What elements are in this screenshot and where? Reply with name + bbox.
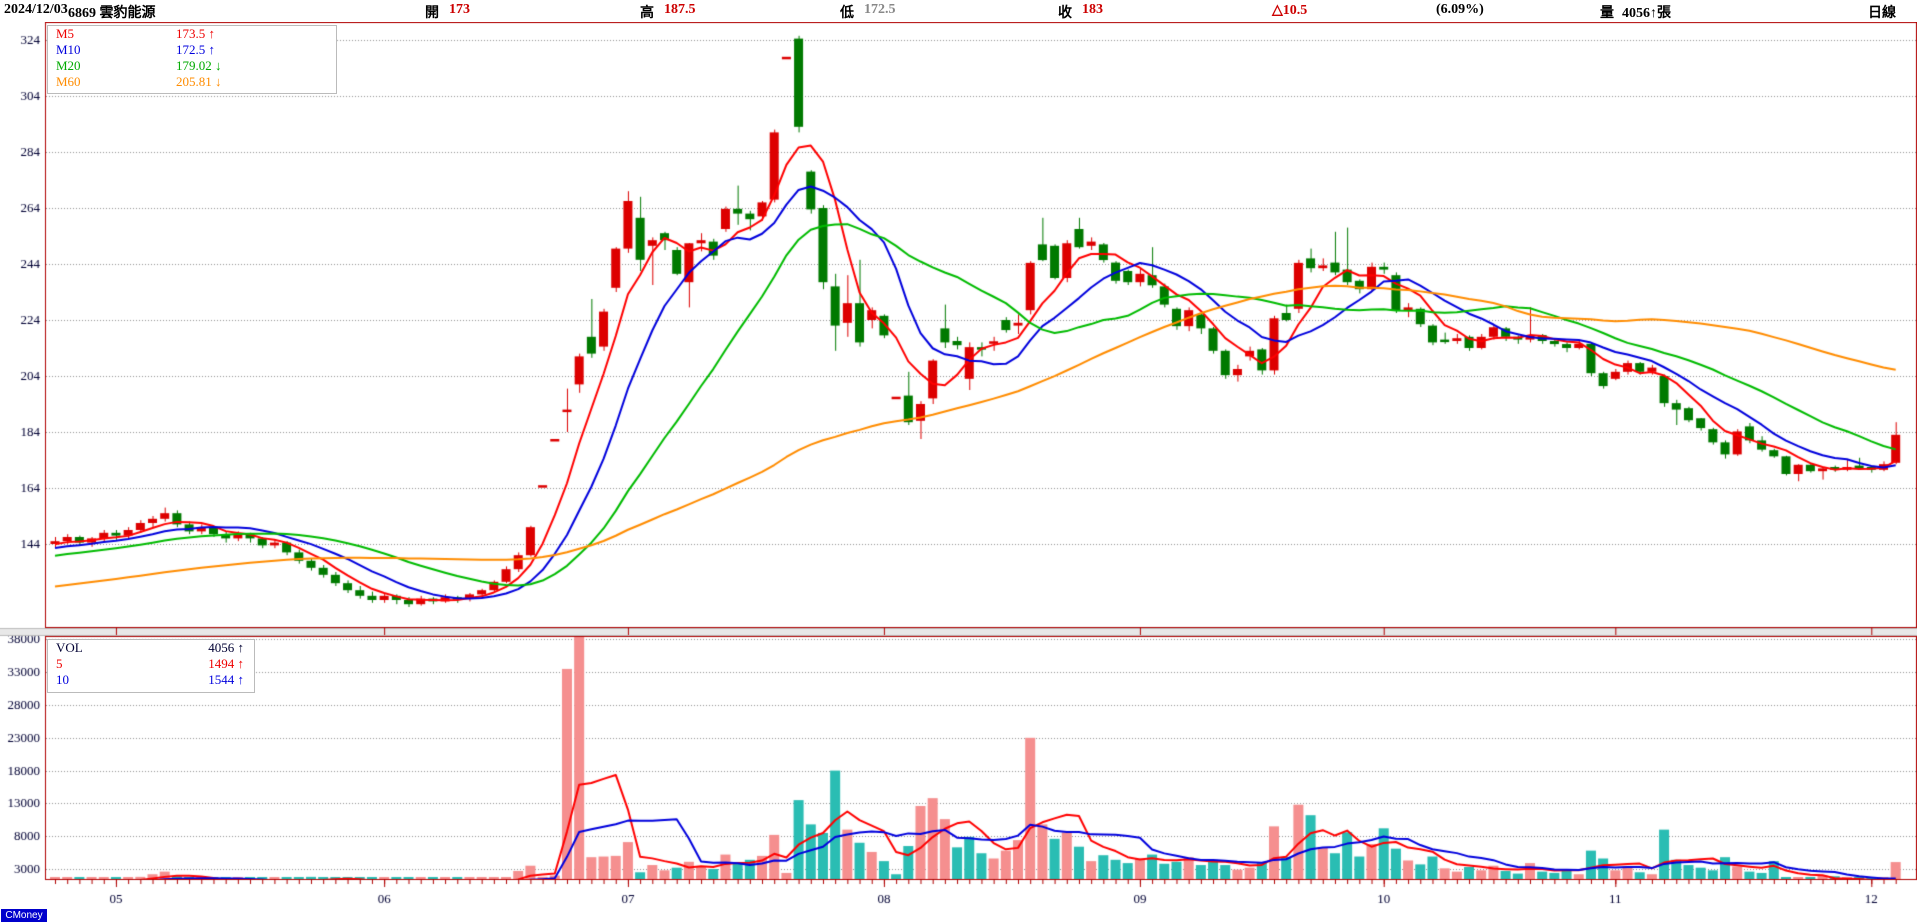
vol-legend-row: VOL 4056 ↑ xyxy=(48,640,254,656)
vol-legend-value: 1544 ↑ xyxy=(208,672,244,687)
ma-legend-value: 205.81 ↓ xyxy=(176,74,222,89)
high-label: 高 xyxy=(640,6,654,21)
ma-legend-row: M10 172.5 ↑ xyxy=(48,42,336,58)
vol-legend-value: 1494 ↑ xyxy=(208,656,244,671)
ma-legend-row: M60 205.81 ↓ xyxy=(48,74,336,90)
vol-legend-value: 4056 ↑ xyxy=(208,640,244,655)
stock-id-name: 6869 雲豹能源 xyxy=(68,6,156,21)
ma-legend-value: 179.02 ↓ xyxy=(176,58,222,73)
open-label: 開 xyxy=(425,6,439,21)
volume-legend-box: VOL 4056 ↑ 5 1494 ↑ 10 1544 ↑ xyxy=(47,639,255,693)
ma-legend-label: M5 xyxy=(56,26,75,41)
vol-legend-row: 5 1494 ↑ xyxy=(48,656,254,672)
ma-legend-value: 173.5 ↑ xyxy=(176,26,215,41)
period-selector[interactable]: 日線 xyxy=(1868,6,1896,21)
vol-legend-label: 10 xyxy=(56,672,69,687)
ma-legend-label: M20 xyxy=(56,58,81,73)
vol-legend-label: VOL xyxy=(56,640,83,655)
volume-value: 4056↑張 xyxy=(1622,6,1671,21)
ma-legend-label: M10 xyxy=(56,42,81,57)
vol-legend-label: 5 xyxy=(56,656,63,671)
quote-header-bar: 2024/12/03 6869 雲豹能源 開 173 高 187.5 低 172… xyxy=(0,0,1917,22)
close-value: 183 xyxy=(1082,2,1103,17)
ma-legend-row: M5 173.5 ↑ xyxy=(48,26,336,42)
ma-legend-box: M5 173.5 ↑ M10 172.5 ↑ M20 179.02 ↓ M60 205.81 … xyxy=(47,25,337,94)
vol-legend-row: 10 1544 ↑ xyxy=(48,672,254,688)
change-value: △10.5 xyxy=(1272,3,1308,18)
cmoney-logo[interactable]: CMoney xyxy=(1,909,47,922)
volume-label: 量 xyxy=(1600,6,1614,21)
change-percent: (6.09%) xyxy=(1436,2,1484,17)
high-value: 187.5 xyxy=(664,2,696,17)
low-value: 172.5 xyxy=(864,2,896,17)
ma-legend-label: M60 xyxy=(56,74,81,89)
close-label: 收 xyxy=(1058,6,1072,21)
ma-legend-value: 172.5 ↑ xyxy=(176,42,215,57)
open-value: 173 xyxy=(449,2,470,17)
ma-legend-row: M20 179.02 ↓ xyxy=(48,58,336,74)
low-label: 低 xyxy=(840,6,854,21)
quote-date: 2024/12/03 xyxy=(4,2,68,17)
